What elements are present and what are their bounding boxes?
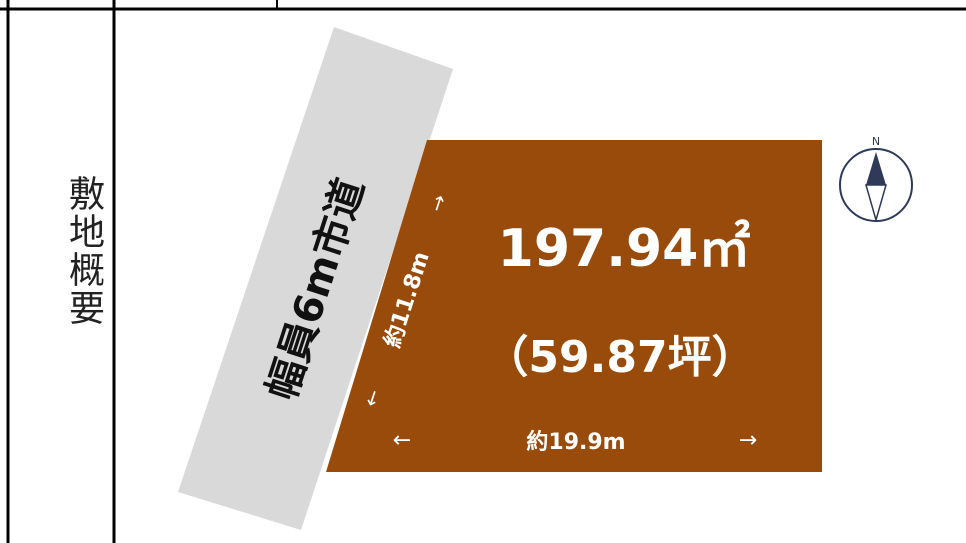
depth-arrow-up: ↑ xyxy=(427,190,450,218)
compass-north-label: N xyxy=(872,135,880,148)
north-arrow-compass-icon: N xyxy=(839,135,913,223)
width-arrow-right: → xyxy=(739,428,757,453)
lot-parcel xyxy=(326,140,822,472)
section-label: 敷地概要 xyxy=(63,175,104,327)
depth-arrow-down: ↓ xyxy=(361,385,384,413)
road-strip xyxy=(178,27,453,530)
width-arrow-left: ← xyxy=(393,428,411,453)
lot-area-tsubo: （59.87坪） xyxy=(484,332,755,383)
width-label: 約19.9m xyxy=(526,429,625,455)
lot-area-sqm: 197.94㎡ xyxy=(498,219,751,279)
